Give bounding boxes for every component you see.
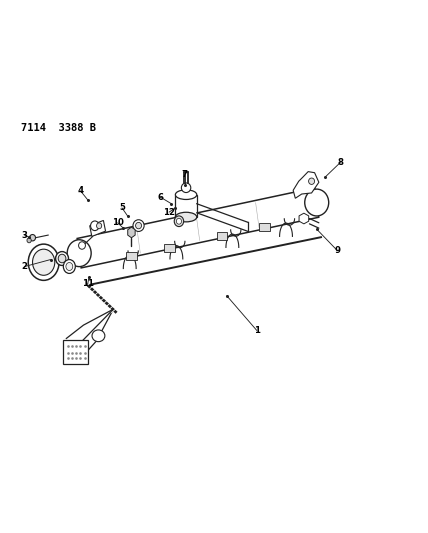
Polygon shape: [90, 221, 106, 237]
Polygon shape: [299, 213, 309, 224]
Ellipse shape: [136, 222, 142, 229]
Polygon shape: [63, 340, 88, 364]
Text: 4: 4: [77, 187, 83, 195]
Text: 1: 1: [254, 326, 260, 335]
Ellipse shape: [133, 220, 144, 231]
Text: 9: 9: [334, 246, 340, 255]
Ellipse shape: [174, 216, 184, 227]
Ellipse shape: [176, 219, 181, 224]
Text: 11: 11: [82, 279, 94, 288]
Polygon shape: [293, 172, 319, 198]
Ellipse shape: [33, 249, 55, 275]
Ellipse shape: [305, 189, 329, 216]
Ellipse shape: [91, 221, 99, 231]
Ellipse shape: [58, 254, 66, 263]
Text: 12: 12: [163, 208, 175, 216]
Ellipse shape: [67, 240, 91, 266]
Polygon shape: [164, 244, 175, 252]
Ellipse shape: [27, 238, 31, 243]
Ellipse shape: [66, 263, 73, 271]
Text: 6: 6: [158, 193, 163, 201]
Ellipse shape: [309, 178, 315, 184]
Polygon shape: [128, 227, 135, 238]
Polygon shape: [217, 232, 227, 240]
Ellipse shape: [175, 212, 197, 222]
Text: 5: 5: [119, 204, 125, 212]
Text: 3: 3: [22, 231, 28, 240]
Text: 10: 10: [112, 219, 124, 227]
Text: 2: 2: [22, 262, 28, 271]
Ellipse shape: [175, 190, 197, 199]
Ellipse shape: [28, 244, 59, 280]
Text: 8: 8: [337, 158, 343, 167]
Polygon shape: [175, 195, 197, 217]
Polygon shape: [126, 252, 137, 260]
Ellipse shape: [181, 183, 191, 192]
Ellipse shape: [92, 330, 105, 342]
Polygon shape: [259, 223, 270, 231]
Ellipse shape: [97, 223, 102, 229]
Ellipse shape: [79, 242, 86, 249]
Text: 7: 7: [182, 171, 188, 179]
Ellipse shape: [63, 260, 75, 273]
Text: 7114  3388 B: 7114 3388 B: [21, 123, 96, 133]
Polygon shape: [77, 188, 319, 268]
Ellipse shape: [56, 252, 68, 265]
Ellipse shape: [30, 235, 36, 241]
